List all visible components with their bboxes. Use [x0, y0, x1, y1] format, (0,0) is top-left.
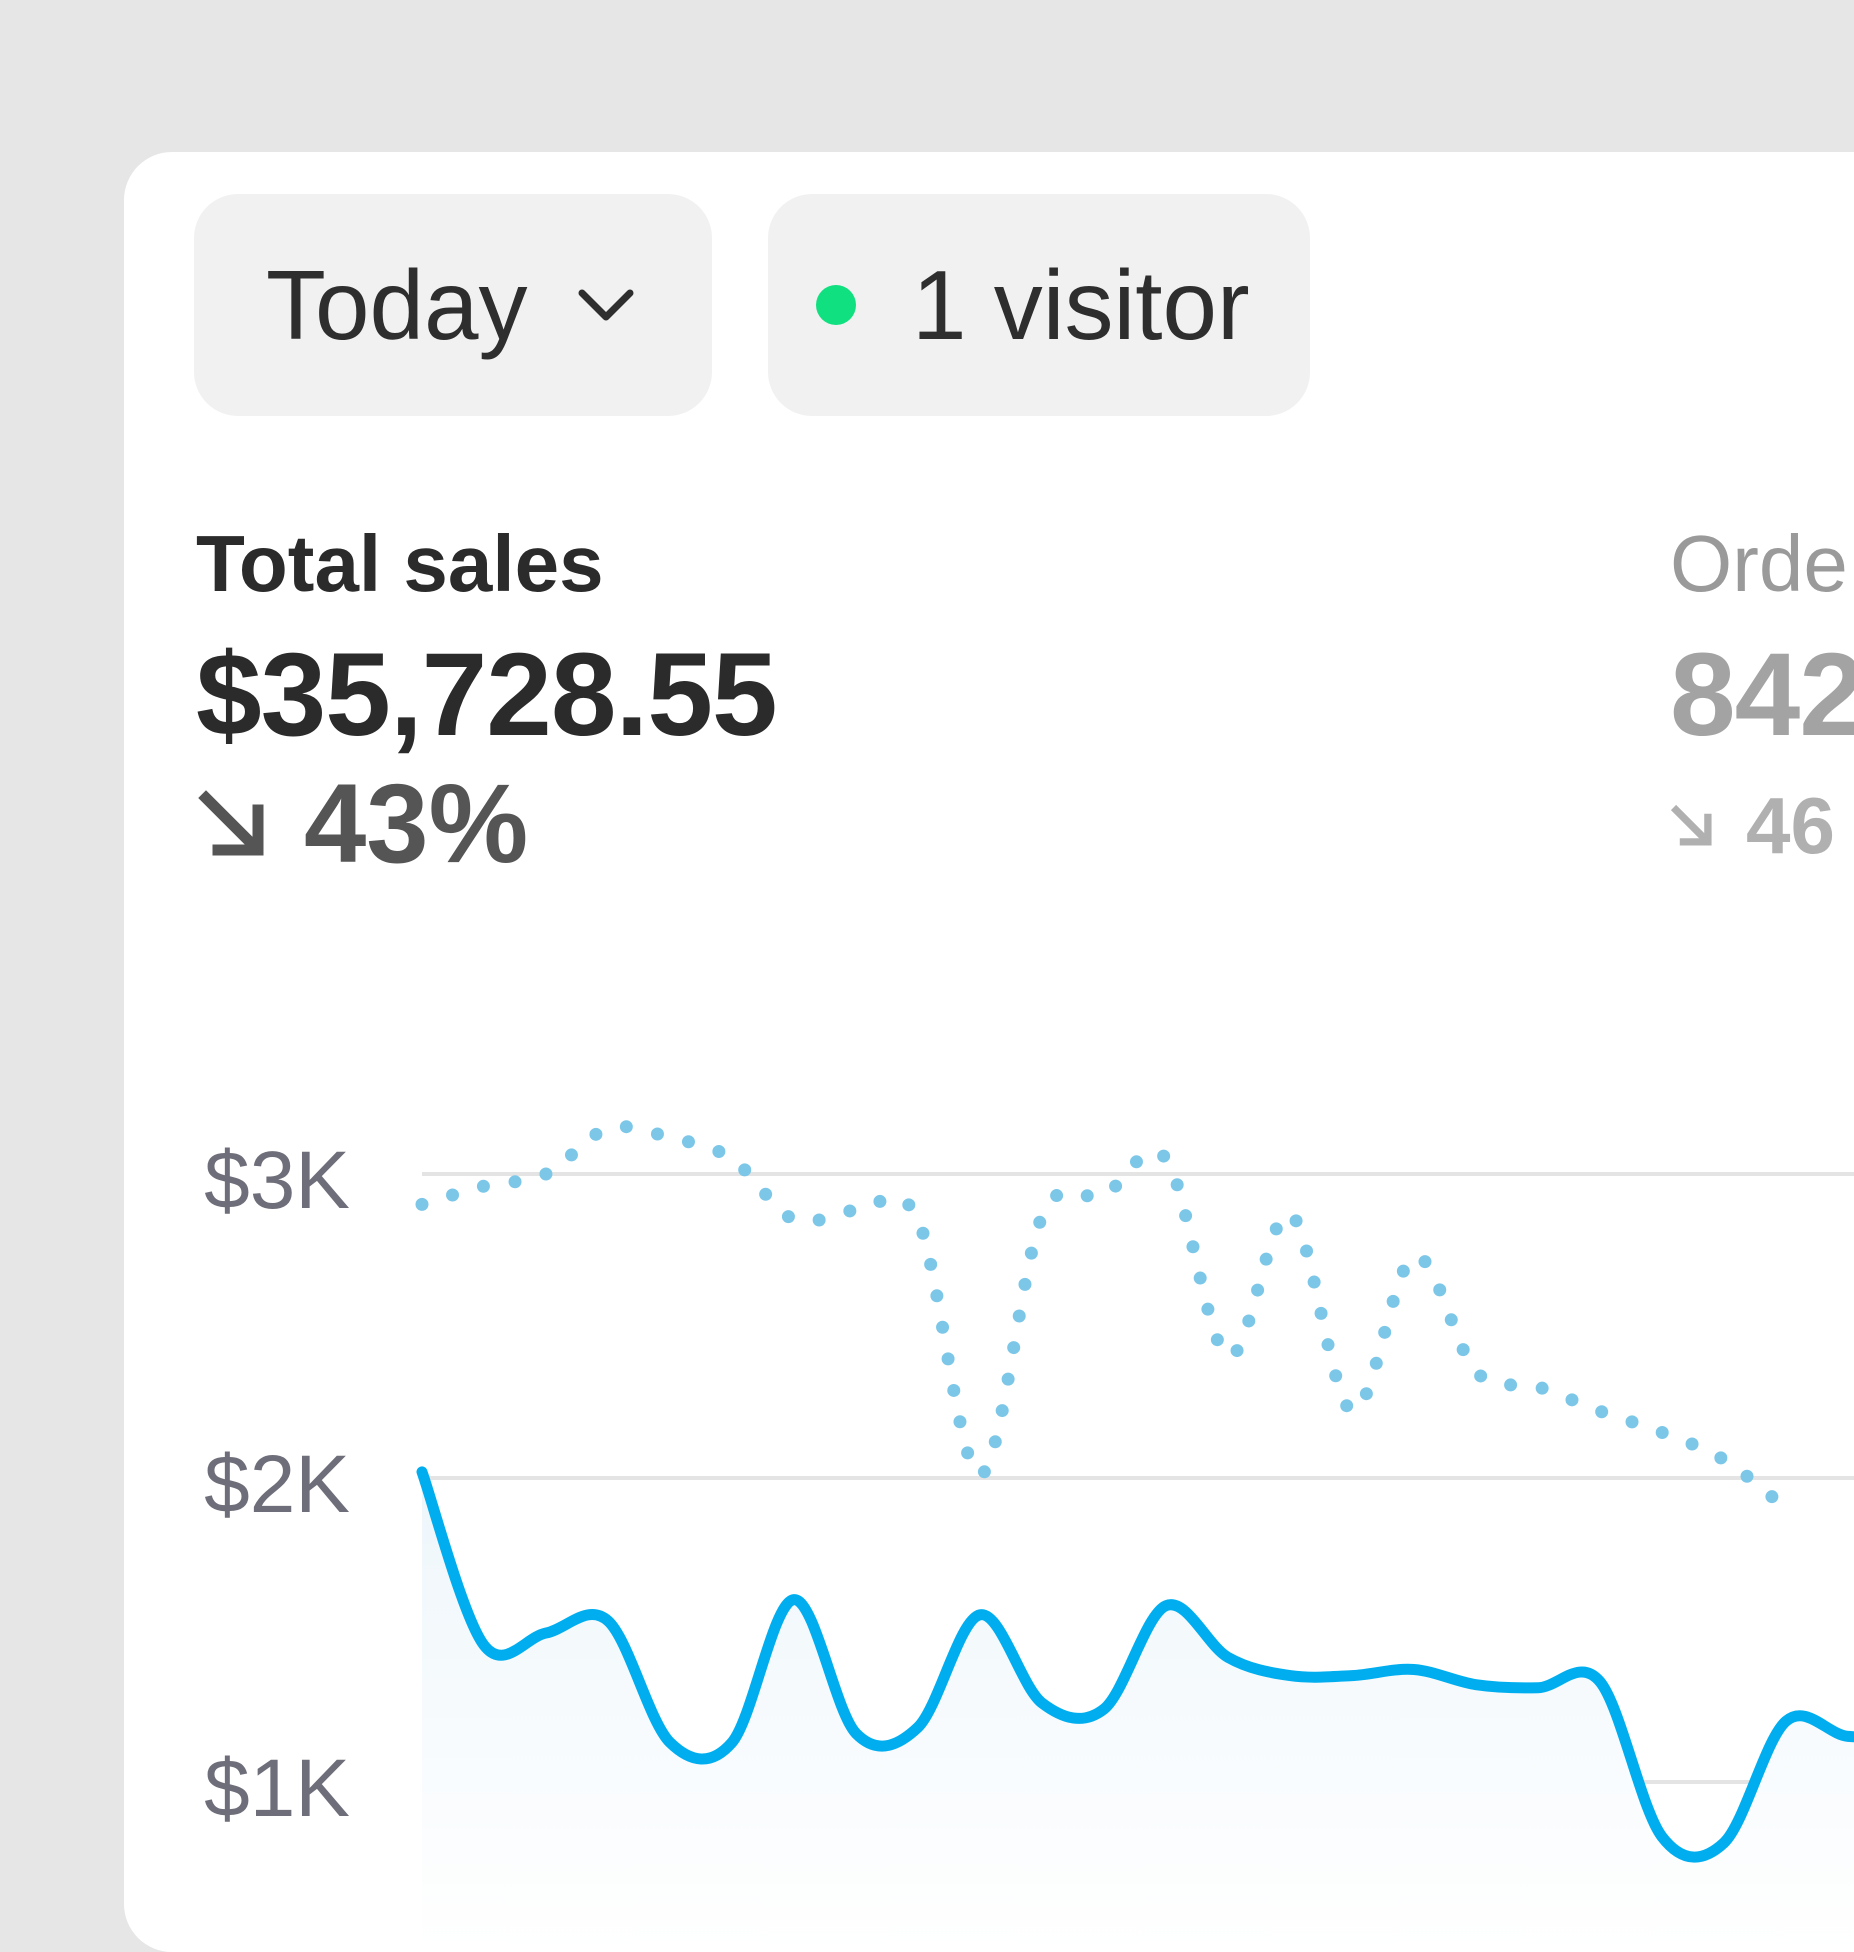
sales-line-chart — [415, 1120, 1854, 1952]
y-tick-label: $2K — [204, 1439, 350, 1530]
metric-change: 43% — [196, 764, 777, 884]
series-line-previous — [415, 1120, 1793, 1515]
metric-change-value: 43% — [304, 761, 529, 886]
chevron-down-icon — [578, 289, 634, 321]
metric-change: 46 — [1670, 766, 1854, 886]
analytics-card: Today 1 visitor Total sales $35,728.55 4… — [124, 152, 1854, 1952]
metric-label: Orde — [1670, 519, 1848, 608]
metric-label: Total sales — [196, 519, 604, 608]
arrow-down-right-icon — [1670, 804, 1712, 846]
metric-value: $35,728.55 — [196, 629, 778, 761]
metric-total-sales[interactable]: Total sales $35,728.55 43% — [196, 518, 778, 884]
y-tick-label: $1K — [204, 1743, 350, 1834]
metric-change-value: 46 — [1746, 781, 1835, 870]
metric-orders[interactable]: Orde 842 46 — [1670, 518, 1854, 886]
y-tick-label: $3K — [204, 1135, 350, 1226]
series-area-current — [422, 1471, 1854, 1952]
date-range-dropdown[interactable]: Today — [194, 194, 712, 416]
live-visitors-label: 1 visitor — [912, 249, 1250, 360]
live-visitors-button[interactable]: 1 visitor — [768, 194, 1310, 416]
live-status-icon — [816, 285, 856, 325]
arrow-down-right-icon — [198, 790, 264, 856]
metric-value: 842 — [1670, 629, 1854, 761]
date-range-label: Today — [266, 249, 528, 360]
series-line-current — [416, 1466, 1854, 1863]
